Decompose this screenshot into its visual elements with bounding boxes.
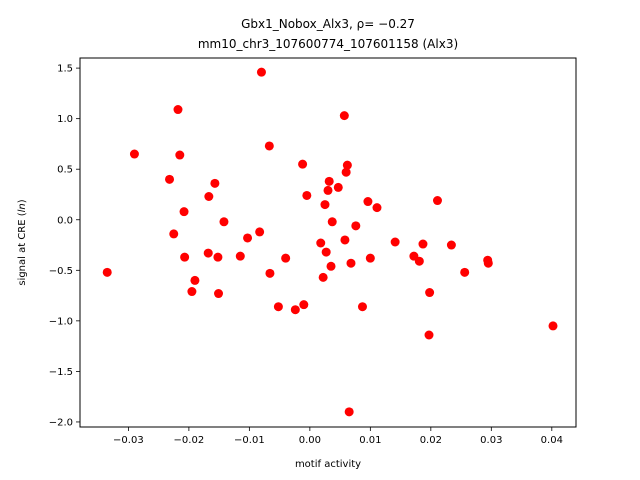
data-point (243, 233, 253, 243)
data-point (323, 185, 333, 195)
data-point (213, 252, 223, 262)
data-point (265, 268, 275, 278)
chart-title-line1: Gbx1_Nobox_Alx3, ρ= −0.27 (241, 17, 415, 31)
scatter-points (102, 67, 558, 417)
data-point (203, 248, 213, 258)
data-point (204, 192, 214, 202)
x-tick-label: 0.03 (480, 435, 502, 446)
y-tick-label: 0.5 (57, 165, 73, 176)
data-point (281, 253, 291, 263)
x-tick-label: −0.01 (234, 435, 265, 446)
data-point (169, 229, 179, 239)
y-tick-label: 1.5 (57, 64, 73, 75)
data-point (318, 272, 328, 282)
y-tick-label: −0.5 (49, 266, 73, 277)
data-point (357, 302, 367, 312)
data-point (264, 141, 274, 151)
plot-frame (79, 57, 577, 428)
x-tick-label: 0.01 (359, 435, 381, 446)
data-point (173, 105, 183, 115)
data-point (321, 247, 331, 257)
data-point (219, 217, 229, 227)
data-point (344, 407, 354, 417)
data-point (102, 267, 112, 277)
data-point (320, 200, 330, 210)
data-point (333, 182, 343, 192)
y-axis-label: signal at CRE (ln) (17, 199, 28, 285)
data-point (390, 237, 400, 247)
data-point (548, 321, 558, 331)
y-tick-label: −1.5 (49, 367, 73, 378)
data-point (346, 258, 356, 268)
y-axis: −2.0 −1.5 −1.0 −0.5 0.0 0.5 1.0 1.5 (49, 64, 80, 428)
data-point (299, 300, 309, 310)
data-point (180, 252, 190, 262)
y-tick-label: 1.0 (57, 114, 73, 125)
data-point (273, 302, 283, 312)
data-point (302, 190, 312, 200)
x-tick-label: −0.03 (113, 435, 144, 446)
data-point (214, 289, 224, 299)
data-point (446, 240, 456, 250)
data-point (210, 178, 220, 188)
x-axis-label: motif activity (295, 459, 361, 470)
data-point (342, 160, 352, 170)
data-point (327, 217, 337, 227)
data-point (255, 227, 265, 237)
data-point (340, 235, 350, 245)
x-tick-label: 0.04 (541, 435, 563, 446)
data-point (290, 305, 300, 315)
data-point (432, 196, 442, 206)
data-point (341, 167, 351, 177)
data-point (425, 288, 435, 298)
x-axis: −0.03 −0.02 −0.01 0.00 0.01 0.02 0.03 0.04 (113, 427, 563, 446)
data-point (179, 207, 189, 217)
data-point (175, 150, 185, 160)
x-tick-label: −0.02 (174, 435, 205, 446)
data-point (326, 261, 336, 271)
data-point (235, 251, 245, 261)
data-point (316, 238, 326, 248)
data-point (187, 287, 197, 297)
y-tick-label: −2.0 (49, 417, 73, 428)
data-point (129, 149, 139, 159)
data-point (363, 197, 373, 207)
data-point (351, 221, 361, 231)
y-tick-label: −1.0 (49, 316, 73, 327)
data-point (414, 256, 424, 266)
data-point (256, 67, 266, 77)
data-point (298, 159, 308, 169)
data-point (165, 174, 175, 184)
data-point (418, 239, 428, 249)
chart-title-line2: mm10_chr3_107600774_107601158 (Alx3) (198, 37, 458, 51)
data-point (424, 330, 434, 340)
y-tick-label: 0.0 (57, 215, 73, 226)
x-tick-label: 0.00 (299, 435, 321, 446)
data-point (339, 111, 349, 121)
x-tick-label: 0.02 (420, 435, 442, 446)
data-point (365, 253, 375, 263)
data-point (460, 267, 470, 277)
data-point (324, 176, 334, 186)
data-point (372, 203, 382, 213)
data-point (483, 258, 493, 268)
data-point (190, 275, 200, 285)
